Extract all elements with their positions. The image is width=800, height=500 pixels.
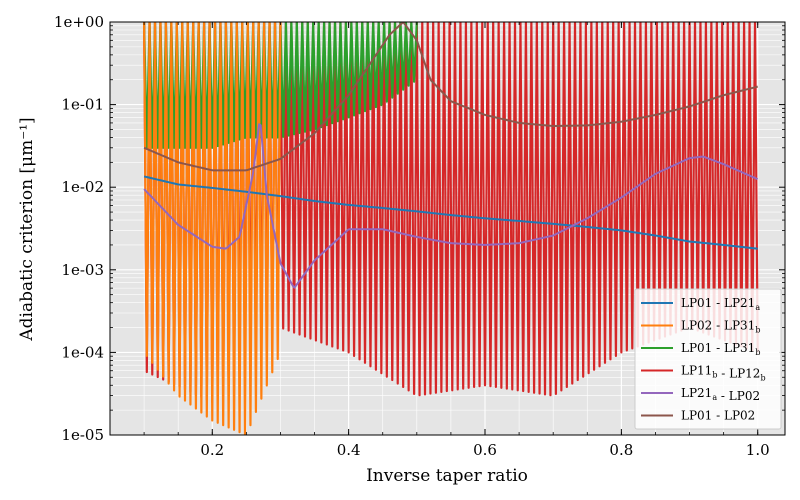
x-axis-label: Inverse taper ratio bbox=[366, 466, 528, 486]
x-tick-label: 1.0 bbox=[746, 441, 770, 459]
x-tick-label: 0.4 bbox=[337, 441, 361, 459]
series-line-lp02-lp31b bbox=[142, 22, 282, 435]
y-tick-label: 1e-05 bbox=[61, 426, 104, 444]
legend: LP01 - LP21a LP02 - LP31b LP01 - LP31b LP11… bbox=[634, 288, 782, 430]
legend-label-lp21a-lp02: LP21a - LP02 bbox=[681, 386, 760, 403]
legend-label-lp02-lp31b: LP02 - LP31b bbox=[681, 319, 760, 335]
y-tick-label: 1e+00 bbox=[54, 13, 104, 31]
legend-label-lp11b-lp12b: LP11b - LP12b bbox=[681, 364, 766, 383]
legend-label-lp01-lp02: LP01 - LP02 bbox=[681, 409, 755, 423]
series-layer bbox=[142, 22, 759, 435]
legend-label-lp01-lp21a: LP01 - LP21a bbox=[681, 296, 760, 312]
y-tick-label: 1e-01 bbox=[61, 96, 104, 114]
y-tick-label: 1e-04 bbox=[61, 343, 104, 361]
x-tick-label: 0.8 bbox=[609, 441, 633, 459]
x-tick-label: 0.2 bbox=[200, 441, 224, 459]
y-tick-label: 1e-02 bbox=[61, 178, 104, 196]
series-line-lp21a-lp02 bbox=[143, 123, 759, 289]
y-axis-label: Adiabatic criterion [μm⁻¹] bbox=[17, 117, 37, 341]
plot-frame bbox=[109, 21, 786, 436]
series-line-lp01-lp31b bbox=[142, 22, 418, 149]
legend-label-lp01-lp31b: LP01 - LP31b bbox=[681, 341, 760, 357]
axis-ticks: 1e-05 1e-04 1e-03 1e-02 1e-01 1e+00 0.2 0.4 0.6 0… bbox=[54, 13, 785, 459]
series-line-lp01-lp02 bbox=[143, 22, 758, 172]
series-line-lp01-lp21a bbox=[143, 175, 758, 250]
y-tick-label: 1e-03 bbox=[61, 261, 104, 279]
x-tick-label: 0.6 bbox=[473, 441, 497, 459]
